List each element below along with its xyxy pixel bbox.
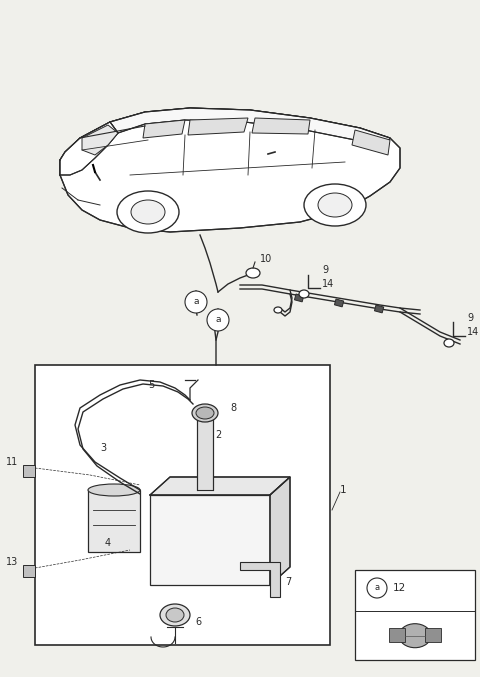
- Polygon shape: [110, 108, 390, 148]
- Polygon shape: [252, 118, 310, 134]
- Text: 12: 12: [393, 583, 406, 593]
- Ellipse shape: [196, 407, 214, 419]
- Bar: [294, 294, 304, 302]
- Polygon shape: [197, 415, 213, 490]
- Bar: [35, 365, 330, 645]
- Text: 13: 13: [6, 557, 18, 567]
- Text: 11: 11: [6, 457, 18, 467]
- Text: 9: 9: [467, 313, 473, 323]
- Ellipse shape: [246, 268, 260, 278]
- Bar: [355, 570, 475, 660]
- Text: 8: 8: [230, 403, 236, 413]
- Bar: [335, 299, 344, 307]
- Polygon shape: [60, 108, 400, 232]
- Polygon shape: [23, 465, 35, 477]
- Polygon shape: [143, 120, 185, 138]
- Text: 14: 14: [467, 327, 479, 337]
- Text: 9: 9: [322, 265, 328, 275]
- Polygon shape: [82, 125, 118, 155]
- Polygon shape: [23, 565, 35, 577]
- Bar: [374, 305, 384, 313]
- Text: a: a: [215, 315, 221, 324]
- Ellipse shape: [444, 339, 454, 347]
- Ellipse shape: [399, 624, 431, 648]
- Ellipse shape: [274, 307, 282, 313]
- Ellipse shape: [318, 193, 352, 217]
- Text: 3: 3: [100, 443, 106, 453]
- Bar: [425, 628, 441, 642]
- Text: a: a: [374, 584, 380, 592]
- Circle shape: [367, 578, 387, 598]
- Circle shape: [207, 309, 229, 331]
- Text: 14: 14: [322, 279, 334, 289]
- Text: 6: 6: [195, 617, 201, 627]
- Polygon shape: [150, 495, 270, 585]
- Text: a: a: [193, 297, 199, 307]
- Polygon shape: [270, 477, 290, 585]
- Ellipse shape: [131, 200, 165, 224]
- Ellipse shape: [117, 191, 179, 233]
- Bar: [389, 628, 405, 642]
- Polygon shape: [60, 122, 118, 175]
- Text: 5: 5: [148, 380, 154, 390]
- Polygon shape: [352, 130, 390, 155]
- Polygon shape: [150, 477, 290, 495]
- Ellipse shape: [166, 608, 184, 622]
- Text: 1: 1: [340, 485, 347, 495]
- Text: 2: 2: [215, 430, 221, 440]
- Ellipse shape: [304, 184, 366, 226]
- Ellipse shape: [160, 604, 190, 626]
- Polygon shape: [88, 490, 140, 552]
- Polygon shape: [240, 562, 280, 597]
- Ellipse shape: [192, 404, 218, 422]
- Circle shape: [185, 291, 207, 313]
- Text: 10: 10: [260, 254, 272, 264]
- Ellipse shape: [88, 484, 140, 496]
- Text: 4: 4: [105, 538, 111, 548]
- Ellipse shape: [299, 290, 309, 298]
- Text: 7: 7: [285, 577, 291, 587]
- Polygon shape: [188, 118, 248, 135]
